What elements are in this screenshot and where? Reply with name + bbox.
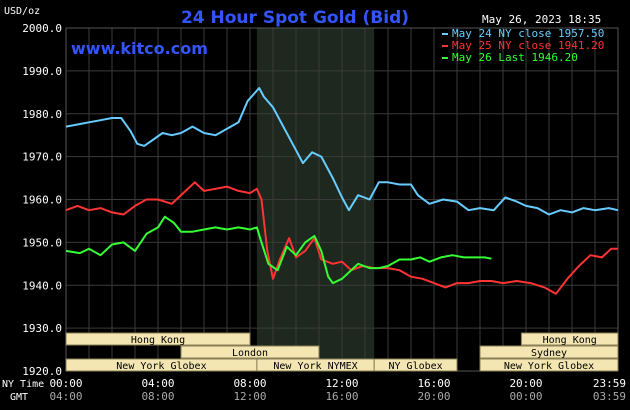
market-bar <box>479 345 619 359</box>
market-label: Hong Kong <box>131 335 185 346</box>
market-bar <box>373 358 458 372</box>
legend-entry: May 26 Last 1946.20 <box>452 51 578 64</box>
series-line-may-25 <box>65 181 618 295</box>
x-tick-label-gmt: 00:00 <box>509 390 542 403</box>
x-tick-label-gmt: 03:59 <box>593 390 626 403</box>
series-layer <box>65 87 619 295</box>
market-bar <box>520 332 619 346</box>
y-tick-label: 1920.0 <box>22 365 62 378</box>
gmt-label: GMT <box>10 392 28 403</box>
y-tick-label: 1960.0 <box>22 194 62 207</box>
y-tick-label: 1950.0 <box>22 236 62 249</box>
market-label: New York Globex <box>504 361 594 372</box>
timestamp: May 26, 2023 18:35 <box>482 13 601 26</box>
legend-entry: May 24 NY close 1957.50 <box>452 27 604 40</box>
x-tick-label-ny: 12:00 <box>325 377 358 390</box>
y-tick-labels: 2000.0 1990.0 1980.0 1970.0 1960.0 1950.0 1940… <box>22 22 62 378</box>
x-tick-label-gmt: 16:00 <box>325 390 358 403</box>
x-tick-label-ny: 20:00 <box>509 377 542 390</box>
site-watermark: www.kitco.com <box>71 39 208 58</box>
legend-entry: May 25 NY close 1941.20 <box>452 39 604 52</box>
y-tick-label: 1990.0 <box>22 65 62 78</box>
y-tick-label: 1980.0 <box>22 108 62 121</box>
chart-title: 24 Hour Spot Gold (Bid) <box>181 8 409 28</box>
ny-time-label: NY Time <box>2 379 44 390</box>
x-tick-labels: 00:0004:0004:0008:0008:0012:0012:0016:00… <box>49 377 626 403</box>
x-tick-label-ny: 23:59 <box>593 377 626 390</box>
series-line-may-26 <box>65 215 492 285</box>
x-tick-label-gmt: 08:00 <box>141 390 174 403</box>
market-label: Sydney <box>531 348 567 359</box>
market-hours-layer: Hong Kong London New York Globex New York N… <box>65 332 619 372</box>
market-bar <box>65 332 251 346</box>
market-label: London <box>232 348 268 359</box>
x-tick-label-ny: 08:00 <box>233 377 266 390</box>
y-tick-label: 1940.0 <box>22 279 62 292</box>
unit-label: USD/oz <box>4 6 40 17</box>
market-label: Hong Kong <box>543 335 597 346</box>
x-tick-label-gmt: 04:00 <box>49 390 82 403</box>
market-bar <box>180 345 320 359</box>
x-tick-label-ny: 00:00 <box>49 377 82 390</box>
market-label: New York NYMEX <box>273 361 357 372</box>
market-label: New York Globex <box>116 361 206 372</box>
market-bar <box>479 358 619 372</box>
y-tick-label: 2000.0 <box>22 22 62 35</box>
y-tick-label: 1930.0 <box>22 322 62 335</box>
y-tick-label: 1970.0 <box>22 151 62 164</box>
x-tick-label-ny: 04:00 <box>141 377 174 390</box>
grid-layer <box>65 27 619 372</box>
x-tick-label-gmt: 12:00 <box>233 390 266 403</box>
series-line-may-24 <box>65 87 619 216</box>
x-tick-label-ny: 16:00 <box>417 377 450 390</box>
market-label: NY Globex <box>389 361 443 372</box>
x-tick-label-gmt: 20:00 <box>417 390 450 403</box>
